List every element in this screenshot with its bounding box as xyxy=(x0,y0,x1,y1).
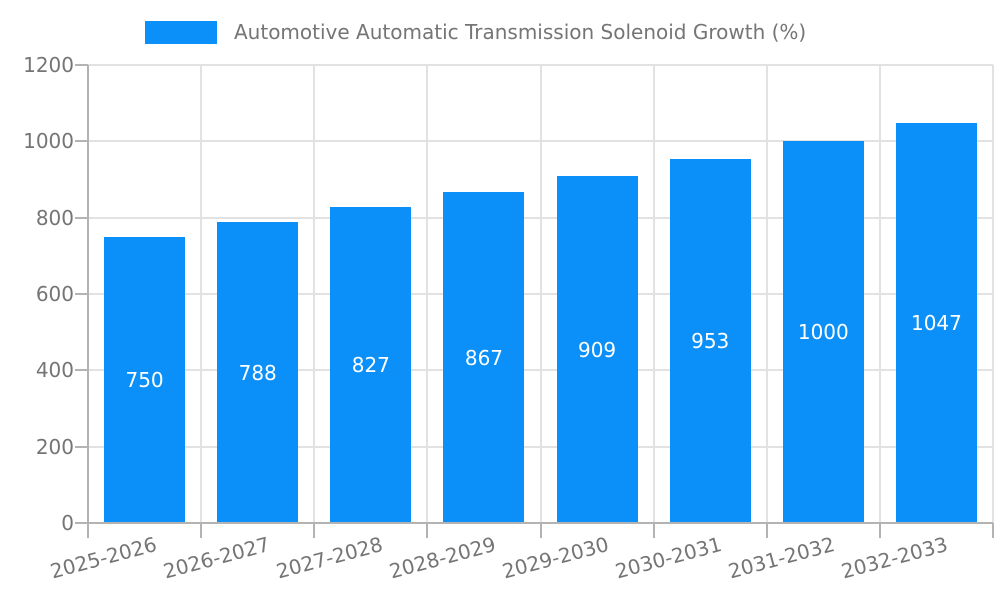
y-tick-label: 0 xyxy=(61,511,74,535)
bar[interactable] xyxy=(669,159,751,523)
y-tick-label: 1200 xyxy=(23,53,74,77)
y-tick-label: 400 xyxy=(35,358,74,383)
y-axis-tick xyxy=(75,522,88,524)
bar[interactable] xyxy=(330,207,412,523)
legend-swatch-icon xyxy=(145,20,217,44)
x-axis-tick xyxy=(878,523,881,538)
bar-value-label: 1000 xyxy=(797,320,849,345)
v-gridline xyxy=(200,65,203,523)
bar[interactable] xyxy=(217,222,299,523)
legend-label: Automotive Automatic Transmission Soleno… xyxy=(234,20,807,44)
y-axis-tick xyxy=(75,293,88,295)
x-axis-tick xyxy=(539,523,542,538)
bar[interactable] xyxy=(443,192,525,523)
v-gridline xyxy=(539,65,542,523)
bar-value-label: 827 xyxy=(351,353,390,378)
v-gridline xyxy=(652,65,655,523)
x-axis-tick xyxy=(992,523,994,538)
x-axis-tick xyxy=(765,523,768,538)
x-tick-label: 2032-2033 xyxy=(839,532,951,584)
x-tick-label: 2030-2031 xyxy=(612,532,725,584)
bar[interactable] xyxy=(556,176,638,523)
bar-value-label: 867 xyxy=(464,345,504,370)
bar[interactable] xyxy=(782,141,864,523)
bar-value-label: 953 xyxy=(691,329,730,354)
y-axis-tick xyxy=(75,64,88,66)
x-tick-label: 2029-2030 xyxy=(499,532,612,584)
bar[interactable] xyxy=(895,123,977,523)
bar-value-label: 909 xyxy=(577,337,617,362)
bar-value-label: 788 xyxy=(238,360,277,385)
x-tick-label: 2026-2027 xyxy=(160,532,272,584)
y-axis-line xyxy=(87,65,89,538)
v-gridline xyxy=(878,65,881,523)
x-axis-tick xyxy=(652,523,655,538)
y-tick-label: 600 xyxy=(35,282,74,306)
v-gridline xyxy=(992,65,994,523)
y-axis-tick xyxy=(75,140,88,143)
x-tick-label: 2031-2032 xyxy=(726,532,838,584)
y-tick-label: 200 xyxy=(35,434,74,459)
x-tick-label: 2025-2026 xyxy=(47,532,159,584)
x-axis-tick xyxy=(200,523,203,538)
y-axis-tick xyxy=(75,369,88,372)
x-tick-label: 2028-2029 xyxy=(386,532,499,584)
y-tick-label: 800 xyxy=(35,205,74,230)
bar-value-label: 750 xyxy=(125,367,164,392)
v-gridline xyxy=(765,65,768,523)
y-axis-tick xyxy=(75,216,88,219)
v-gridline xyxy=(426,65,429,523)
y-axis-tick xyxy=(75,445,88,448)
x-axis-tick xyxy=(313,523,316,538)
x-axis-tick xyxy=(426,523,429,538)
v-gridline xyxy=(313,65,316,523)
x-tick-label: 2027-2028 xyxy=(273,532,386,584)
bar[interactable] xyxy=(104,236,186,523)
legend: Automotive Automatic Transmission Soleno… xyxy=(145,20,806,44)
bar-value-label: 1047 xyxy=(910,311,962,336)
legend-item[interactable]: Automotive Automatic Transmission Soleno… xyxy=(145,20,806,44)
y-tick-label: 1000 xyxy=(23,129,74,154)
